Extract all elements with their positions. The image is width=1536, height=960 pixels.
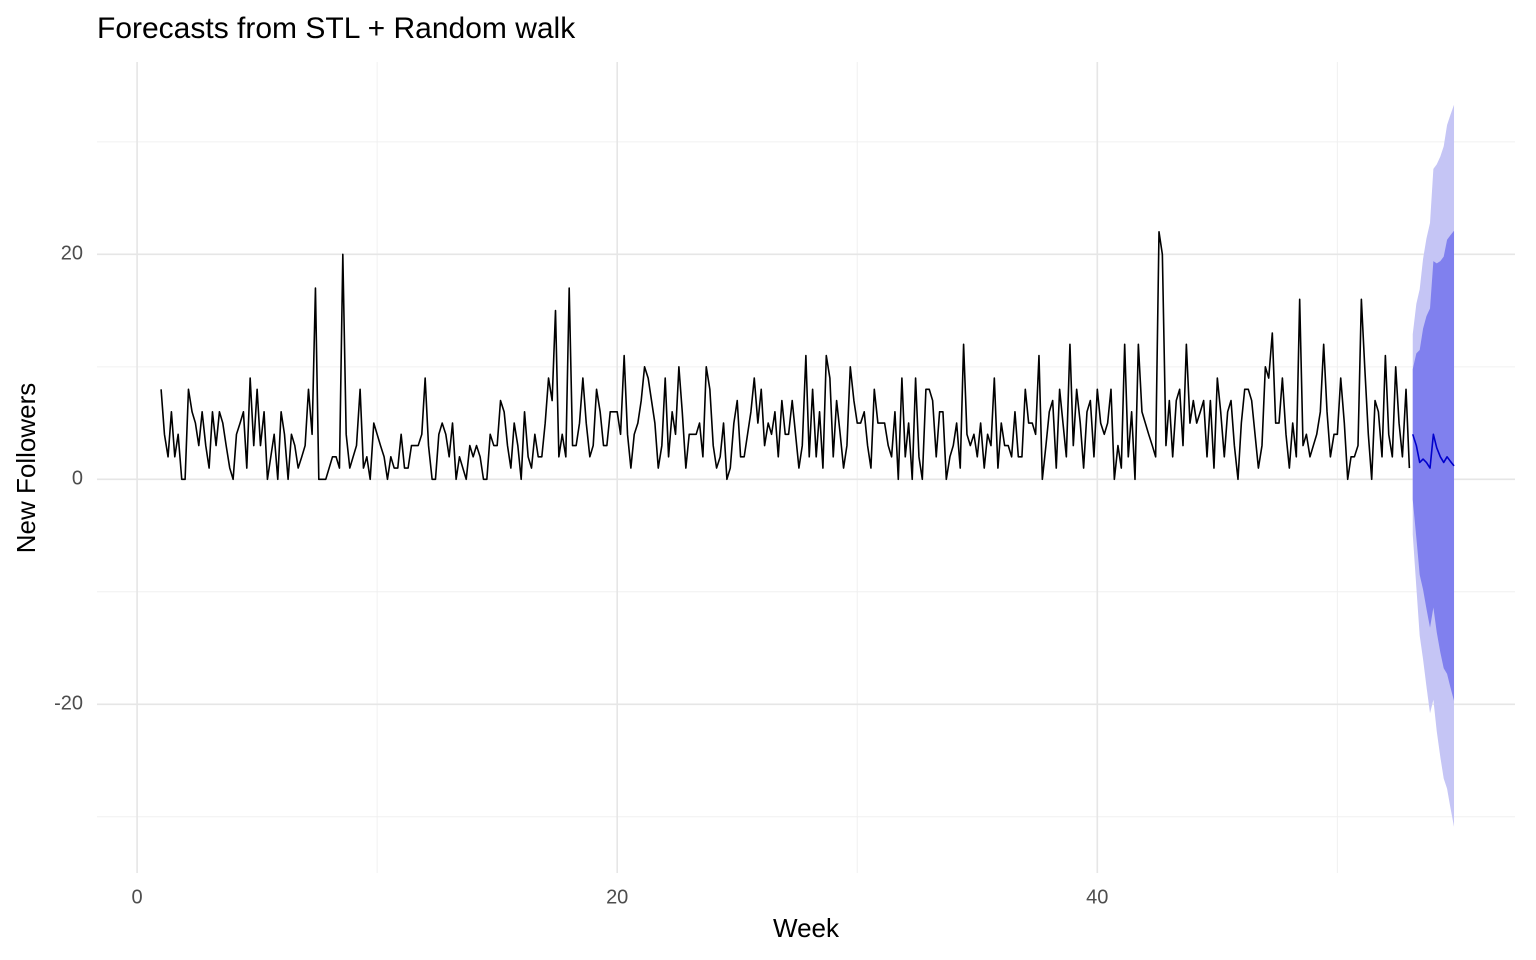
x-axis-title: Week xyxy=(773,913,840,943)
series-line xyxy=(160,231,1411,481)
y-tick-label: 20 xyxy=(61,243,83,265)
x-tick-label: 0 xyxy=(132,886,143,908)
series-line xyxy=(1411,433,1455,469)
y-tick-label: 0 xyxy=(72,468,83,490)
x-tick-label: 40 xyxy=(1086,886,1108,908)
y-tick-label: -20 xyxy=(54,693,83,715)
y-axis-title: New Followers xyxy=(11,383,41,554)
forecast-interval xyxy=(1412,230,1455,701)
chart-title: Forecasts from STL + Random walk xyxy=(97,12,576,45)
x-tick-label: 20 xyxy=(606,886,628,908)
